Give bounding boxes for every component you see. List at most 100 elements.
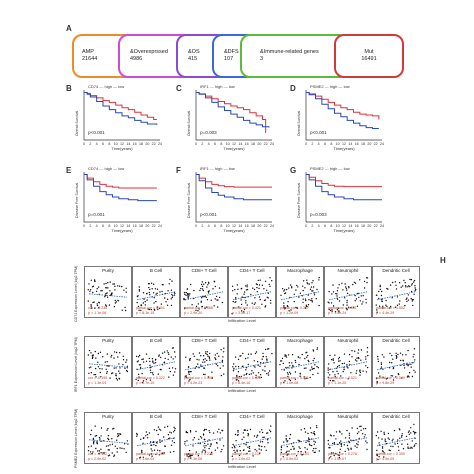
scatter-point (94, 367, 97, 370)
immune-cell-p-value: p = 1.6e-04 (136, 457, 155, 461)
km-x-tick-label: 24 (380, 224, 384, 228)
scatter-point (246, 288, 249, 291)
scatter-point (158, 355, 160, 357)
scatter-point (260, 449, 262, 451)
scatter-point (405, 286, 407, 288)
km-x-tick-label: 2 (201, 224, 203, 228)
scatter-point (109, 281, 111, 283)
scatter-point (351, 350, 353, 352)
scatter-point (91, 452, 93, 455)
scatter-point (287, 354, 290, 356)
scatter-point (92, 441, 95, 444)
scatter-point (152, 292, 155, 294)
regression-line (232, 361, 272, 371)
scatter-point (315, 447, 317, 450)
scatter-point (332, 371, 334, 373)
scatter-point (312, 280, 314, 282)
scatter-point (94, 373, 97, 376)
scatter-point (137, 379, 139, 382)
scatter-point (150, 308, 152, 311)
scatter-point (378, 456, 380, 458)
scatter-point (318, 450, 320, 452)
scatter-point (256, 361, 259, 363)
scatter-point (90, 279, 92, 281)
scatter-point (100, 448, 102, 450)
scatter-point (389, 352, 391, 355)
scatter-point (354, 282, 357, 284)
km-x-tick-label: 18 (361, 142, 365, 146)
scatter-point (201, 285, 204, 287)
scatter-point (88, 349, 91, 352)
scatter-point (338, 300, 341, 302)
immune-cell-p-value: p = 8.4e-16 (232, 381, 251, 385)
scatter-point (333, 454, 335, 457)
scatter-point (184, 375, 186, 377)
scatter-point (241, 287, 243, 290)
scatter-point (381, 300, 383, 303)
scatter-point (340, 440, 342, 442)
scatter-point (406, 300, 408, 303)
scatter-point (356, 443, 358, 445)
scatter-point (253, 360, 255, 362)
scatter-point (399, 352, 402, 354)
scatter-point (185, 376, 187, 379)
scatter-point (393, 429, 396, 432)
scatter-point (204, 442, 206, 445)
scatter-point (360, 295, 362, 297)
scatter-point (364, 434, 366, 436)
scatter-point (237, 358, 240, 361)
km-legend-high-swatch: — (210, 166, 215, 171)
scatter-point (216, 442, 218, 444)
scatter-point (106, 372, 108, 374)
scatter-point (118, 370, 120, 372)
scatter-point (207, 281, 210, 283)
km-x-tick-label: 0 (83, 142, 85, 146)
scatter-point (377, 458, 379, 461)
scatter-point (187, 296, 189, 298)
scatter-point (264, 305, 267, 307)
scatter-point (411, 300, 413, 302)
scatter-point (311, 298, 313, 300)
scatter-point (359, 369, 361, 371)
regression-line (376, 437, 416, 447)
immune-scatter (280, 276, 320, 312)
scatter-point (412, 281, 415, 283)
km-x-tick-label: 24 (380, 142, 384, 146)
scatter-point (149, 288, 151, 291)
scatter-point (90, 304, 92, 306)
immune-cell-title: Purity (102, 268, 114, 273)
scatter-point (121, 447, 123, 449)
scatter-point (402, 285, 404, 287)
scatter-point (187, 366, 190, 368)
scatter-point (353, 281, 356, 283)
scatter-point (354, 300, 356, 302)
scatter-point (357, 356, 360, 359)
scatter-point (267, 372, 270, 374)
venn-box-immune-related: &Immune-related genes 3 (240, 34, 350, 78)
scatter-point (340, 375, 342, 377)
immune-cell-b-cell: B Cell partial.cor = 0.201 p = 1.6e-04 (132, 412, 180, 464)
scatter-point (304, 447, 306, 449)
scatter-point (285, 366, 287, 369)
scatter-point (293, 300, 295, 303)
scatter-point (153, 449, 156, 451)
scatter-point (360, 425, 362, 427)
scatter-point (249, 450, 251, 452)
scatter-point (173, 426, 175, 428)
km-x-tick-label: 16 (355, 224, 359, 228)
scatter-point (303, 428, 306, 430)
scatter-point (207, 443, 209, 445)
km-x-tick-label: 4 (318, 224, 320, 228)
scatter-point (397, 446, 400, 448)
scatter-point (264, 446, 266, 448)
scatter-point (343, 367, 345, 369)
scatter-point (413, 423, 415, 426)
scatter-point (245, 300, 247, 302)
scatter-point (98, 307, 100, 309)
scatter-point (140, 304, 142, 306)
scatter-point (405, 298, 407, 300)
regression-line (88, 439, 128, 444)
km-p-value: p=0.003 (200, 130, 217, 135)
scatter-point (283, 441, 285, 443)
scatter-point (332, 284, 334, 286)
